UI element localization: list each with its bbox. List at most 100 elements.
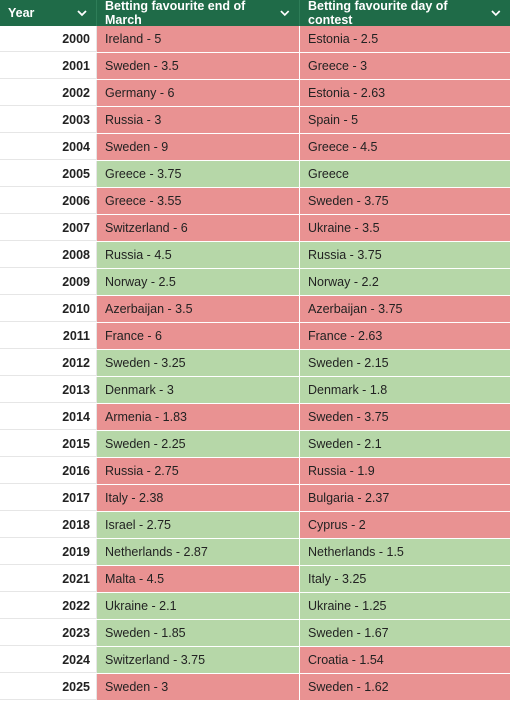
- contest-favourite-cell[interactable]: Ukraine - 1.25: [300, 593, 510, 619]
- march-favourite-cell[interactable]: Denmark - 3: [97, 377, 300, 403]
- contest-favourite-cell[interactable]: Sweden - 2.15: [300, 350, 510, 376]
- march-favourite-cell[interactable]: Sweden - 2.25: [97, 431, 300, 457]
- year-cell[interactable]: 2013: [0, 377, 97, 403]
- contest-favourite-cell[interactable]: Greece - 4.5: [300, 134, 510, 160]
- contest-favourite-cell[interactable]: Sweden - 1.62: [300, 674, 510, 700]
- year-cell[interactable]: 2017: [0, 485, 97, 511]
- march-favourite-cell[interactable]: Russia - 3: [97, 107, 300, 133]
- contest-favourite-cell[interactable]: Netherlands - 1.5: [300, 539, 510, 565]
- march-favourite-cell[interactable]: France - 6: [97, 323, 300, 349]
- contest-favourite-cell[interactable]: Bulgaria - 2.37: [300, 485, 510, 511]
- table-row: 2002 Germany - 6 Estonia - 2.63: [0, 80, 510, 107]
- table-row: 2007 Switzerland - 6 Ukraine - 3.5: [0, 215, 510, 242]
- year-cell[interactable]: 2021: [0, 566, 97, 592]
- chevron-down-icon[interactable]: [490, 7, 502, 19]
- year-cell[interactable]: 2006: [0, 188, 97, 214]
- march-favourite-cell[interactable]: Netherlands - 2.87: [97, 539, 300, 565]
- march-favourite-cell[interactable]: Greece - 3.55: [97, 188, 300, 214]
- march-favourite-cell[interactable]: Malta - 4.5: [97, 566, 300, 592]
- march-favourite-cell[interactable]: Greece - 3.75: [97, 161, 300, 187]
- column-header-march[interactable]: Betting favourite end of March: [97, 0, 300, 27]
- contest-favourite-cell[interactable]: Ukraine - 3.5: [300, 215, 510, 241]
- year-cell[interactable]: 2008: [0, 242, 97, 268]
- chevron-down-icon[interactable]: [76, 7, 88, 19]
- contest-favourite-cell[interactable]: Greece: [300, 161, 510, 187]
- march-favourite-cell[interactable]: Sweden - 9: [97, 134, 300, 160]
- march-favourite-cell[interactable]: Armenia - 1.83: [97, 404, 300, 430]
- contest-favourite-cell[interactable]: Greece - 3: [300, 53, 510, 79]
- contest-favourite-cell[interactable]: Estonia - 2.5: [300, 26, 510, 52]
- table-row: 2022 Ukraine - 2.1 Ukraine - 1.25: [0, 593, 510, 620]
- table-row: 2025 Sweden - 3 Sweden - 1.62: [0, 674, 510, 701]
- contest-favourite-cell[interactable]: Sweden - 2.1: [300, 431, 510, 457]
- march-favourite-cell[interactable]: Ireland - 5: [97, 26, 300, 52]
- march-favourite-cell[interactable]: Norway - 2.5: [97, 269, 300, 295]
- table-row: 2008 Russia - 4.5 Russia - 3.75: [0, 242, 510, 269]
- year-cell[interactable]: 2005: [0, 161, 97, 187]
- march-favourite-cell[interactable]: Sweden - 1.85: [97, 620, 300, 646]
- year-cell[interactable]: 2023: [0, 620, 97, 646]
- march-favourite-cell[interactable]: Sweden - 3: [97, 674, 300, 700]
- table-row: 2012 Sweden - 3.25 Sweden - 2.15: [0, 350, 510, 377]
- year-cell[interactable]: 2024: [0, 647, 97, 673]
- year-cell[interactable]: 2007: [0, 215, 97, 241]
- contest-favourite-cell[interactable]: Denmark - 1.8: [300, 377, 510, 403]
- year-cell[interactable]: 2018: [0, 512, 97, 538]
- year-cell[interactable]: 2019: [0, 539, 97, 565]
- contest-favourite-cell[interactable]: Russia - 1.9: [300, 458, 510, 484]
- contest-favourite-cell[interactable]: Spain - 5: [300, 107, 510, 133]
- table-row: 2021 Malta - 4.5 Italy - 3.25: [0, 566, 510, 593]
- year-cell[interactable]: 2012: [0, 350, 97, 376]
- table-row: 2001 Sweden - 3.5 Greece - 3: [0, 53, 510, 80]
- march-favourite-cell[interactable]: Sweden - 3.5: [97, 53, 300, 79]
- march-favourite-cell[interactable]: Azerbaijan - 3.5: [97, 296, 300, 322]
- march-favourite-cell[interactable]: Switzerland - 6: [97, 215, 300, 241]
- column-header-contest[interactable]: Betting favourite day of contest: [300, 0, 510, 27]
- contest-favourite-cell[interactable]: Italy - 3.25: [300, 566, 510, 592]
- table-row: 2013 Denmark - 3 Denmark - 1.8: [0, 377, 510, 404]
- contest-favourite-cell[interactable]: Cyprus - 2: [300, 512, 510, 538]
- contest-favourite-cell[interactable]: Sweden - 3.75: [300, 188, 510, 214]
- march-favourite-cell[interactable]: Israel - 2.75: [97, 512, 300, 538]
- year-cell[interactable]: 2014: [0, 404, 97, 430]
- contest-favourite-cell[interactable]: Russia - 3.75: [300, 242, 510, 268]
- chevron-down-icon[interactable]: [279, 7, 291, 19]
- contest-favourite-cell[interactable]: Estonia - 2.63: [300, 80, 510, 106]
- march-favourite-cell[interactable]: Germany - 6: [97, 80, 300, 106]
- contest-favourite-cell[interactable]: Croatia - 1.54: [300, 647, 510, 673]
- table-row: 2024 Switzerland - 3.75 Croatia - 1.54: [0, 647, 510, 674]
- year-cell[interactable]: 2002: [0, 80, 97, 106]
- year-cell[interactable]: 2025: [0, 674, 97, 700]
- table-row: 2003 Russia - 3 Spain - 5: [0, 107, 510, 134]
- march-favourite-cell[interactable]: Russia - 2.75: [97, 458, 300, 484]
- year-cell[interactable]: 2003: [0, 107, 97, 133]
- year-cell[interactable]: 2016: [0, 458, 97, 484]
- year-cell[interactable]: 2011: [0, 323, 97, 349]
- year-cell[interactable]: 2015: [0, 431, 97, 457]
- march-favourite-cell[interactable]: Ukraine - 2.1: [97, 593, 300, 619]
- year-cell[interactable]: 2004: [0, 134, 97, 160]
- contest-favourite-cell[interactable]: Sweden - 3.75: [300, 404, 510, 430]
- table-row: 2011 France - 6 France - 2.63: [0, 323, 510, 350]
- table-body: 2000 Ireland - 5 Estonia - 2.5 2001 Sweden -…: [0, 26, 510, 701]
- column-header-year[interactable]: Year: [0, 0, 97, 26]
- table-row: 2019 Netherlands - 2.87 Netherlands - 1.5: [0, 539, 510, 566]
- year-cell[interactable]: 2010: [0, 296, 97, 322]
- table-header: Year Betting favourite end of March Bett…: [0, 0, 510, 27]
- table-row: 2009 Norway - 2.5 Norway - 2.2: [0, 269, 510, 296]
- march-favourite-cell[interactable]: Russia - 4.5: [97, 242, 300, 268]
- march-favourite-cell[interactable]: Switzerland - 3.75: [97, 647, 300, 673]
- table-row: 2014 Armenia - 1.83 Sweden - 3.75: [0, 404, 510, 431]
- contest-favourite-cell[interactable]: France - 2.63: [300, 323, 510, 349]
- march-favourite-cell[interactable]: Sweden - 3.25: [97, 350, 300, 376]
- table-row: 2000 Ireland - 5 Estonia - 2.5: [0, 26, 510, 53]
- contest-favourite-cell[interactable]: Azerbaijan - 3.75: [300, 296, 510, 322]
- year-cell[interactable]: 2022: [0, 593, 97, 619]
- contest-favourite-cell[interactable]: Sweden - 1.67: [300, 620, 510, 646]
- march-favourite-cell[interactable]: Italy - 2.38: [97, 485, 300, 511]
- contest-favourite-cell[interactable]: Norway - 2.2: [300, 269, 510, 295]
- table-row: 2016 Russia - 2.75 Russia - 1.9: [0, 458, 510, 485]
- year-cell[interactable]: 2001: [0, 53, 97, 79]
- year-cell[interactable]: 2000: [0, 26, 97, 52]
- year-cell[interactable]: 2009: [0, 269, 97, 295]
